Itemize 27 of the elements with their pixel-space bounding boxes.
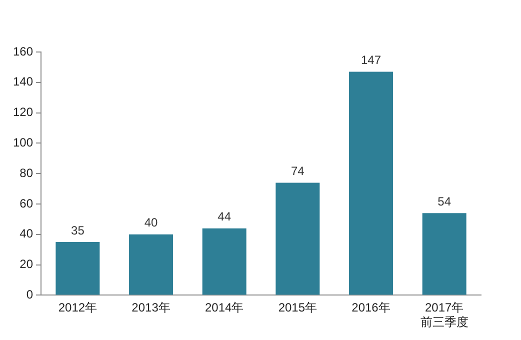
x-tick-label: 2014年 bbox=[204, 300, 244, 315]
y-tick-label: 100 bbox=[12, 136, 34, 150]
y-tick-label: 20 bbox=[20, 257, 34, 272]
bar bbox=[422, 213, 466, 295]
bar bbox=[56, 242, 100, 295]
y-tick-label: 120 bbox=[12, 105, 34, 120]
y-tick-label: 140 bbox=[12, 74, 34, 89]
data-label: 54 bbox=[438, 194, 452, 208]
bar bbox=[129, 234, 174, 295]
x-tick-label: 2015年 bbox=[278, 300, 318, 315]
data-label: 147 bbox=[360, 53, 382, 68]
x-tick-label: 2012年 bbox=[58, 300, 98, 315]
bar bbox=[202, 228, 246, 295]
y-tick-label: 0 bbox=[26, 288, 34, 302]
y-tick-label: 60 bbox=[20, 196, 34, 210]
x-tick-label: 2016年 bbox=[352, 300, 390, 315]
bar bbox=[349, 72, 394, 295]
x-tick-label: 2013年 bbox=[132, 300, 170, 315]
x-tick-label: 2017年前三季度 bbox=[420, 300, 468, 330]
data-label: 40 bbox=[144, 216, 158, 230]
data-label: 74 bbox=[290, 164, 305, 178]
y-tick-label: 40 bbox=[20, 226, 34, 241]
y-tick-label: 160 bbox=[12, 44, 34, 58]
bar bbox=[276, 182, 320, 295]
data-label: 44 bbox=[218, 210, 232, 224]
y-tick-label: 80 bbox=[20, 166, 34, 180]
data-label: 35 bbox=[71, 223, 85, 238]
